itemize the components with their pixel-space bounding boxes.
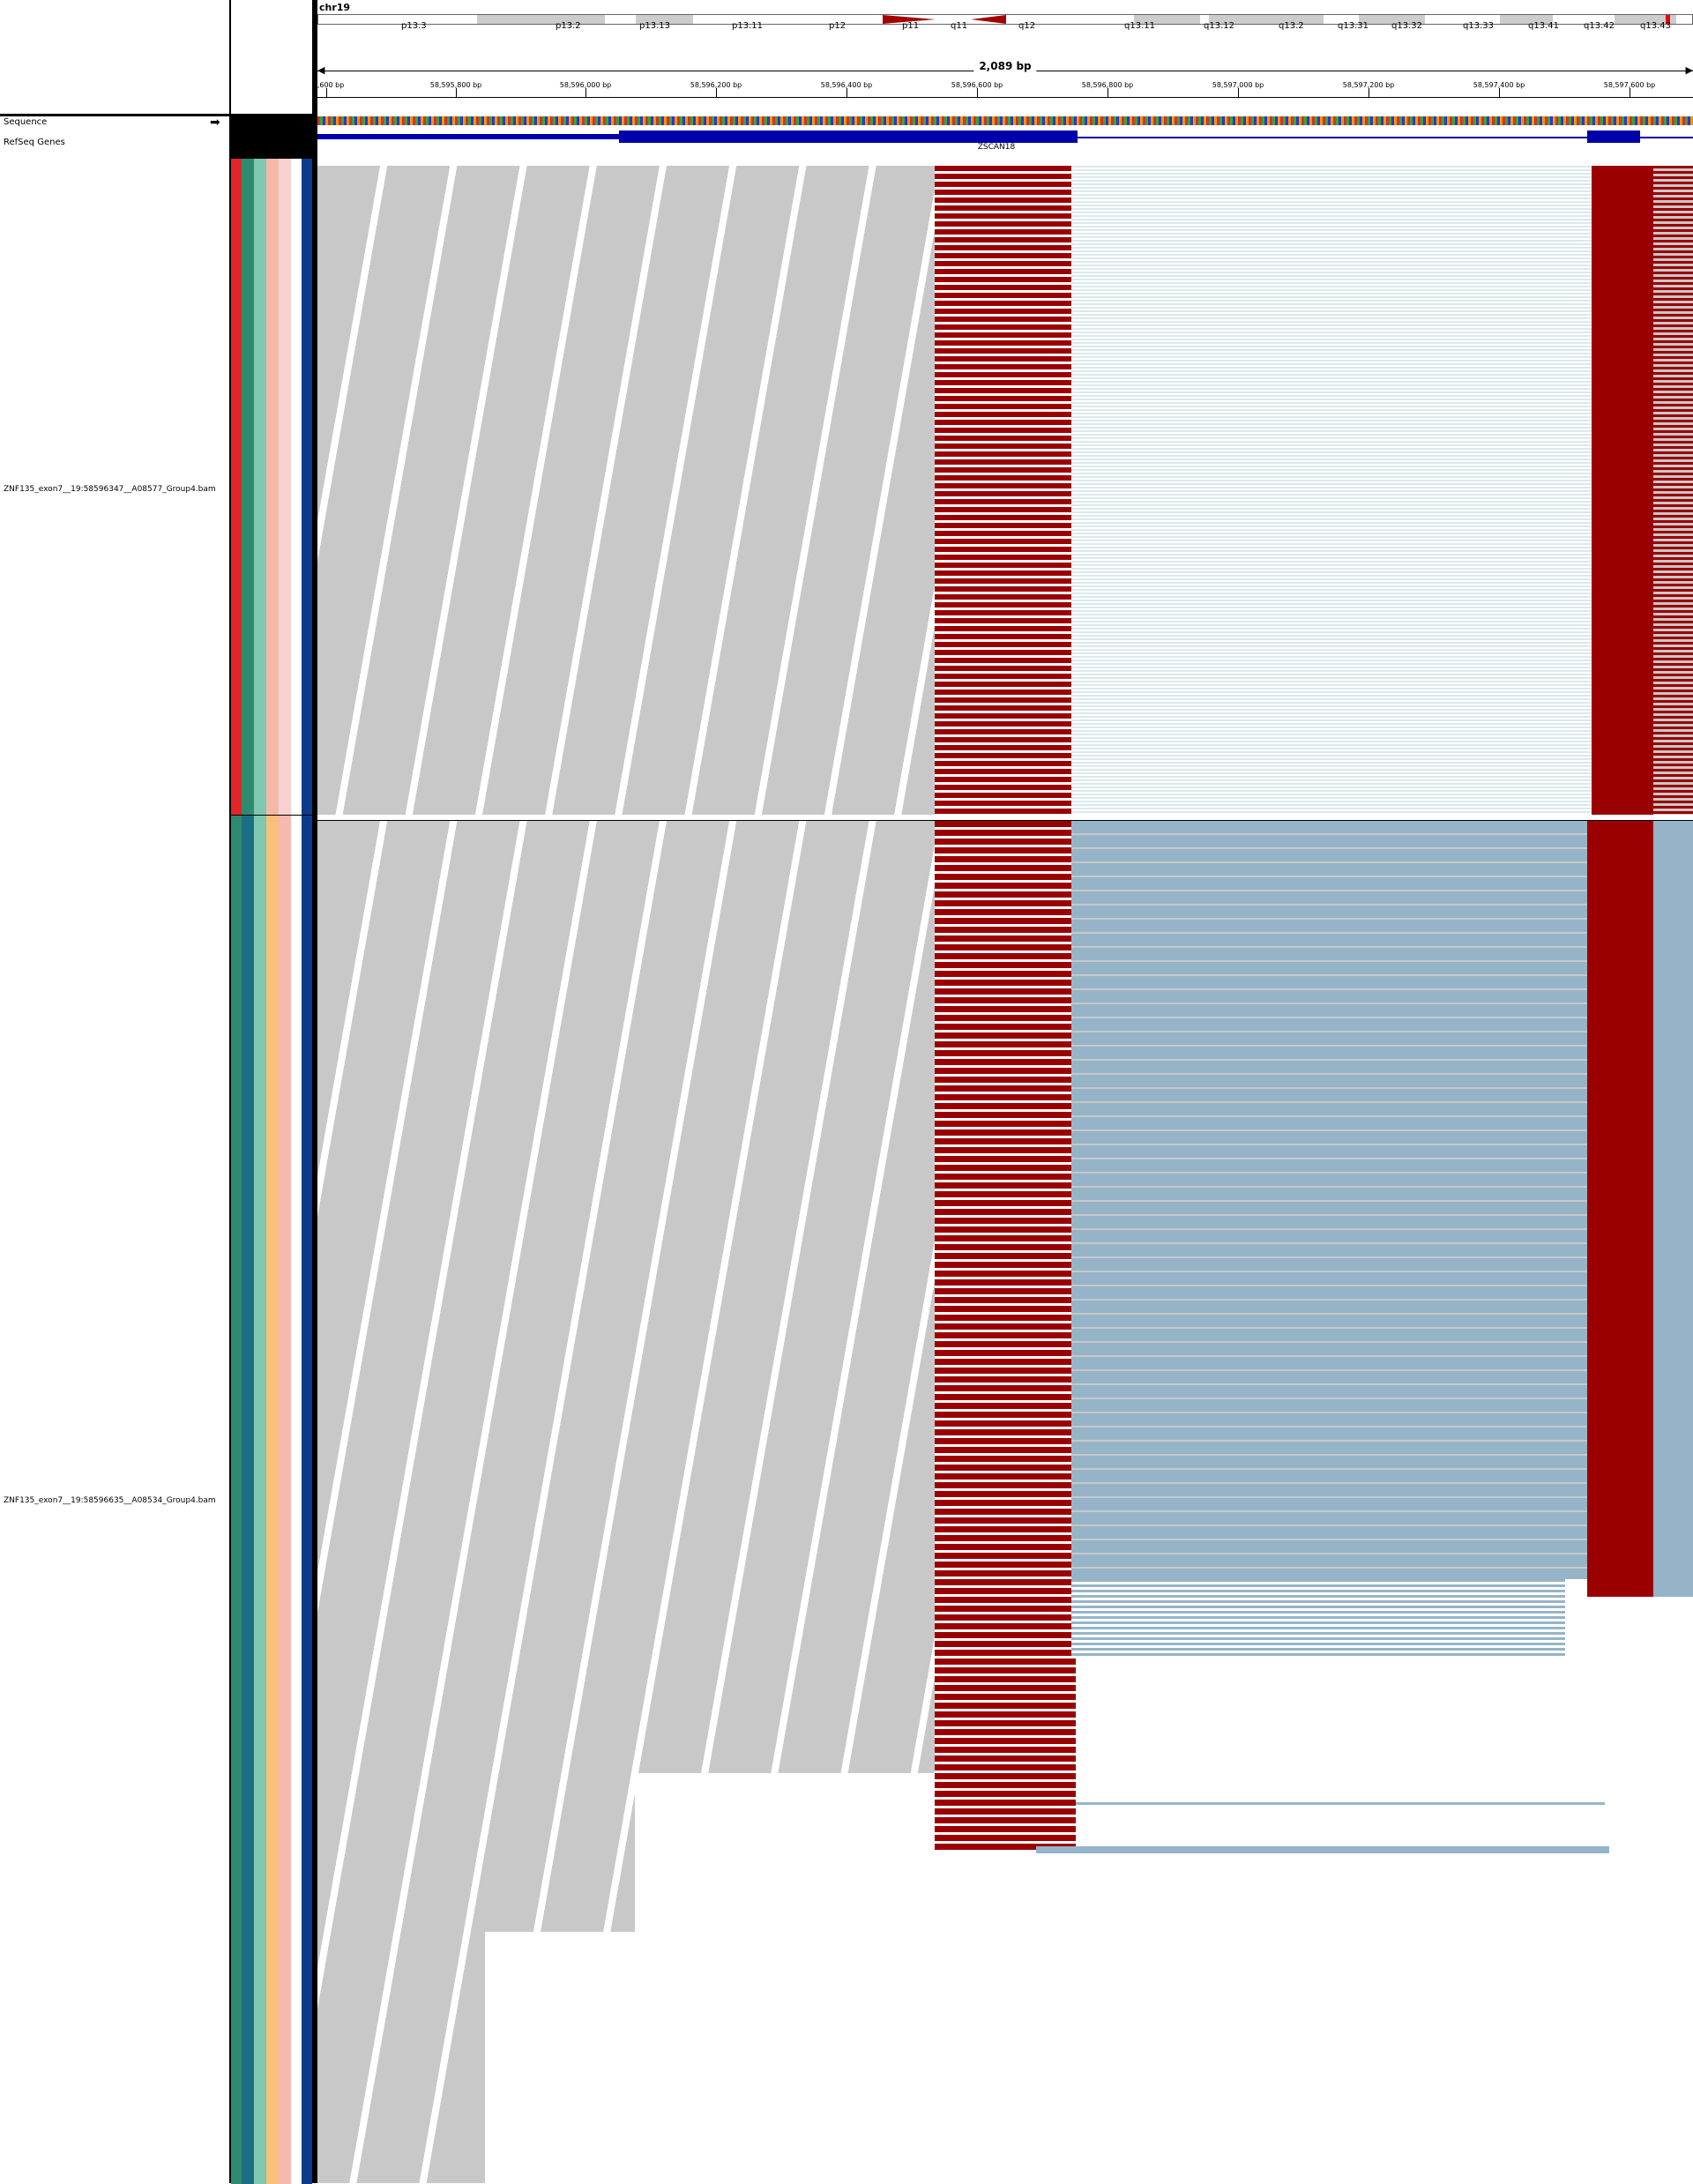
alignment-track-2[interactable] bbox=[317, 820, 1693, 2183]
ruler-tick-mark bbox=[977, 88, 978, 97]
ruler-tick-label: 58,597,600 bp bbox=[1603, 81, 1656, 89]
ruler-tick-mark bbox=[1499, 88, 1500, 97]
track-name-panel: Sequence ➡ RefSeq Genes ZNF135_exon7__19… bbox=[0, 0, 231, 2183]
ruler-tick-label: 58,596,200 bp bbox=[690, 81, 742, 89]
ruler-tick-label: 58,597,200 bp bbox=[1342, 81, 1395, 89]
gene-exon-1 bbox=[317, 134, 619, 139]
attribute-group1[interactable] bbox=[231, 159, 312, 815]
ruler-tick-mark bbox=[326, 88, 327, 97]
softclip-region-2b bbox=[1587, 821, 1653, 1597]
ruler-tick-label: 58,595,800 bp bbox=[429, 81, 482, 89]
ruler-tick-label: 58,596,000 bp bbox=[559, 81, 612, 89]
gene-exon-2 bbox=[619, 130, 1078, 143]
cytoband-label: p13.3 bbox=[401, 21, 427, 31]
long-spliced-read-2 bbox=[1036, 1846, 1609, 1853]
cytoband-label: p13.13 bbox=[639, 21, 670, 31]
attr-stripe-1 bbox=[231, 159, 242, 815]
ruler-tick-label: 95,600 bp bbox=[317, 81, 345, 89]
chromosome-ideogram[interactable] bbox=[317, 14, 1693, 25]
chromosome-name[interactable]: chr19 bbox=[319, 2, 351, 13]
attr-stripe-4 bbox=[266, 159, 279, 815]
cytoband-label: q11 bbox=[951, 21, 968, 31]
span-length: 2,089 bp bbox=[973, 60, 1037, 72]
attr-stripe-2b bbox=[242, 816, 254, 2184]
ruler-tick-mark bbox=[716, 88, 717, 97]
attr-stripe-3 bbox=[254, 159, 266, 815]
attribute-group2[interactable] bbox=[231, 815, 312, 2184]
bam1-track-label[interactable]: ZNF135_exon7__19:58596347__A08577_Group4… bbox=[4, 485, 216, 494]
span-right-arrow-icon: ▶ bbox=[1685, 64, 1693, 76]
strand-arrow-icon[interactable]: ➡ bbox=[210, 116, 220, 130]
long-spliced-read-1 bbox=[1076, 1802, 1605, 1805]
spliced-reads-1 bbox=[1071, 166, 1592, 815]
softclip-region-1b bbox=[1592, 166, 1653, 815]
current-region-marker bbox=[1666, 15, 1670, 24]
attr-stripe-6 bbox=[291, 159, 302, 815]
ruler-baseline bbox=[317, 97, 1693, 98]
cytoband-label: q13.12 bbox=[1204, 21, 1234, 31]
attr-stripe-7b bbox=[302, 816, 312, 2184]
cytoband-label: q13.41 bbox=[1528, 21, 1559, 31]
attribute-black-header bbox=[231, 116, 312, 159]
cytoband-label: q13.33 bbox=[1463, 21, 1494, 31]
attr-stripe-5b bbox=[279, 816, 291, 2184]
cytoband-label: p13.11 bbox=[732, 21, 763, 31]
spliced-reads-2 bbox=[1071, 821, 1592, 1579]
cytoband-label: q13.11 bbox=[1124, 21, 1155, 31]
ruler-tick-mark bbox=[1238, 88, 1239, 97]
sequence-track[interactable] bbox=[317, 116, 1693, 125]
attribute-header-divider bbox=[231, 114, 312, 116]
ruler-tick-label: 58,597,000 bp bbox=[1212, 81, 1264, 89]
cytoband-label: q13.32 bbox=[1391, 21, 1422, 31]
cytoband-label: q12 bbox=[1018, 21, 1036, 31]
attr-stripe-2 bbox=[242, 159, 254, 815]
ruler-tick-label: 58,597,400 bp bbox=[1473, 81, 1525, 89]
cytoband-label: q13.31 bbox=[1338, 21, 1369, 31]
gene-name-label: ZSCAN18 bbox=[977, 143, 1016, 152]
softclip-region-1a bbox=[935, 166, 1076, 815]
cytoband-label: p12 bbox=[829, 21, 846, 31]
ruler-tick-label: 58,596,800 bp bbox=[1081, 81, 1134, 89]
ruler-tick-label: 58,596,400 bp bbox=[820, 81, 873, 89]
attr-stripe-6b bbox=[291, 816, 302, 2184]
ruler-tick-mark bbox=[846, 88, 847, 97]
gene-exon-3 bbox=[1587, 130, 1640, 143]
bam2-track-label[interactable]: ZNF135_exon7__19:58596635__A08534_Group4… bbox=[4, 1496, 216, 1505]
refseq-genes-track-label[interactable]: RefSeq Genes bbox=[4, 138, 65, 147]
cytoband-label: q13.2 bbox=[1279, 21, 1304, 31]
ruler-tick-mark bbox=[456, 88, 457, 97]
softclip-region-2a bbox=[935, 821, 1076, 1852]
header-divider bbox=[0, 114, 229, 116]
cytoband-label: q13.42 bbox=[1584, 21, 1615, 31]
attr-stripe-5 bbox=[279, 159, 291, 815]
attr-stripe-3b bbox=[254, 816, 266, 2184]
alignment-track-1[interactable] bbox=[317, 166, 1693, 815]
attr-stripe-1b bbox=[231, 816, 242, 2184]
ruler-tick-label: 58,596,600 bp bbox=[951, 81, 1003, 89]
span-left-arrow-icon: ◀ bbox=[317, 64, 325, 76]
sequence-track-label[interactable]: Sequence bbox=[4, 117, 48, 127]
data-panel[interactable]: chr19 p13.3 p13.2 p13.13 p13.11 p12 p11 q11 q12… bbox=[317, 0, 1693, 2183]
cytoband-label: q13.43 bbox=[1640, 21, 1671, 31]
attr-stripe-4b bbox=[266, 816, 279, 2184]
attribute-panel bbox=[231, 0, 317, 2184]
attr-stripe-7 bbox=[302, 159, 312, 815]
cytoband-label: p13.2 bbox=[556, 21, 581, 31]
cytoband-label: p11 bbox=[902, 21, 920, 31]
ruler-tick-mark bbox=[585, 88, 586, 97]
